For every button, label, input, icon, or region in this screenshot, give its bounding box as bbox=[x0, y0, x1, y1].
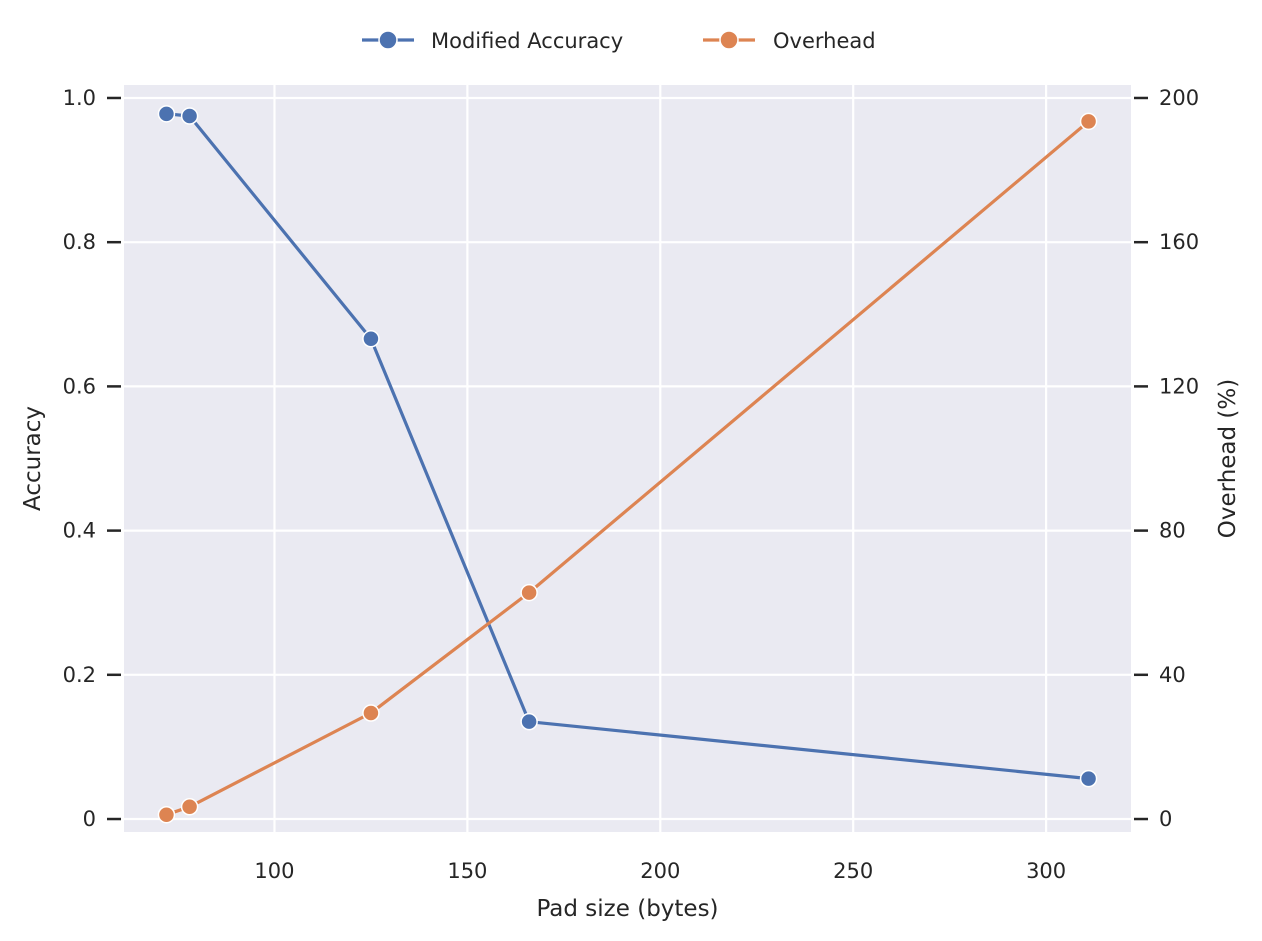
y2-axis-label: Overhead (%) bbox=[1215, 379, 1241, 538]
bottom-axis-ticks: 100 150 200 250 300 bbox=[254, 859, 1066, 883]
data-point bbox=[180, 798, 199, 816]
y-axis-label: Accuracy bbox=[20, 406, 46, 511]
plot-area bbox=[124, 85, 1131, 832]
y2-tick-label: 0 bbox=[1159, 807, 1172, 831]
legend-item: Modified Accuracy bbox=[362, 29, 623, 53]
data-point bbox=[1079, 769, 1098, 788]
legend-marker bbox=[378, 30, 398, 50]
data-point bbox=[520, 583, 538, 602]
legend-label: Overhead bbox=[773, 29, 876, 53]
legend: Modified Accuracy Overhead bbox=[362, 29, 876, 53]
series-layer bbox=[157, 105, 1098, 824]
series-overhead bbox=[157, 112, 1098, 824]
y-tick-label: 0.6 bbox=[63, 374, 96, 398]
y-tick-label: 1.0 bbox=[63, 86, 96, 110]
series-modified-accuracy bbox=[157, 105, 1098, 788]
grid-horizontal bbox=[124, 96, 1131, 821]
legend-label: Modified Accuracy bbox=[431, 29, 623, 53]
y-tick-label: 0 bbox=[83, 807, 96, 831]
data-point bbox=[180, 107, 199, 125]
data-point bbox=[157, 805, 176, 824]
y2-tick-label: 80 bbox=[1159, 519, 1186, 543]
grid-vertical bbox=[273, 85, 1048, 832]
y2-tick-label: 120 bbox=[1159, 374, 1199, 398]
x-tick-label: 300 bbox=[1026, 859, 1066, 883]
x-tick-label: 100 bbox=[254, 859, 294, 883]
right-axis-ticks: 0 40 80 120 160 200 bbox=[1134, 86, 1199, 831]
x-tick-label: 150 bbox=[447, 859, 487, 883]
y-tick-label: 0.2 bbox=[63, 663, 96, 687]
left-axis-ticks: 0 0.2 0.4 0.6 0.8 1.0 bbox=[63, 86, 121, 831]
data-point bbox=[362, 330, 380, 348]
data-point bbox=[362, 704, 380, 722]
x-axis-label: Pad size (bytes) bbox=[536, 896, 718, 922]
legend-marker bbox=[719, 30, 739, 50]
data-point bbox=[520, 712, 538, 731]
x-tick-label: 200 bbox=[640, 859, 680, 883]
y2-tick-label: 40 bbox=[1159, 663, 1186, 687]
legend-item: Overhead bbox=[703, 29, 876, 53]
y2-tick-label: 200 bbox=[1159, 86, 1199, 110]
y-tick-label: 0.8 bbox=[63, 230, 96, 254]
data-point bbox=[157, 105, 176, 123]
y2-tick-label: 160 bbox=[1159, 230, 1199, 254]
data-point bbox=[1079, 112, 1098, 131]
y-tick-label: 0.4 bbox=[63, 519, 96, 543]
x-tick-label: 250 bbox=[833, 859, 873, 883]
